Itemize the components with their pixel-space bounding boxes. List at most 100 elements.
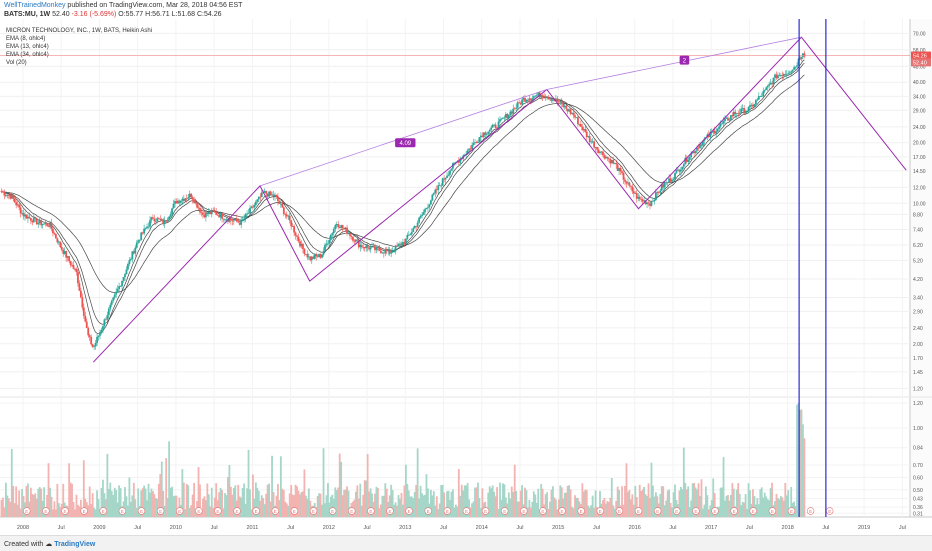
earnings-marker[interactable] [99, 507, 107, 515]
earnings-marker[interactable] [768, 507, 777, 515]
candle-body [306, 253, 309, 258]
price-tick-label: 5.20 [913, 258, 923, 264]
earnings-marker[interactable] [539, 507, 547, 515]
earnings-marker[interactable] [156, 507, 165, 515]
candle-body [546, 97, 548, 98]
earnings-marker[interactable] [462, 507, 471, 515]
price-badge [911, 58, 931, 67]
earnings-marker[interactable] [501, 507, 509, 515]
earnings-marker[interactable] [443, 507, 452, 515]
volume-bar [146, 500, 148, 517]
earnings-marker[interactable] [424, 507, 432, 515]
volume-bar [563, 492, 566, 517]
earnings-marker[interactable] [653, 507, 662, 515]
candle-body [174, 201, 176, 204]
candle-body [31, 220, 34, 223]
volume-bar [475, 487, 478, 517]
earnings-marker[interactable] [673, 507, 681, 515]
earnings-marker[interactable] [405, 507, 413, 515]
earnings-marker[interactable] [118, 507, 127, 515]
earnings-marker[interactable] [348, 507, 356, 515]
trend-line[interactable] [259, 89, 547, 187]
candle-body [494, 124, 497, 128]
earnings-marker-label: E [63, 509, 66, 514]
earnings-marker[interactable] [176, 507, 184, 515]
volume-bar [6, 495, 9, 517]
earnings-marker[interactable] [692, 507, 700, 515]
volume-bar [209, 506, 212, 517]
candle-body [510, 111, 513, 114]
legend-ema-8[interactable]: EMA (8, ohlc4) [6, 36, 46, 42]
candle-body [379, 250, 382, 254]
volume-bar [618, 489, 621, 517]
candle-body [259, 196, 262, 198]
ema-13-line[interactable] [1, 63, 805, 325]
earnings-marker[interactable] [711, 507, 719, 515]
earnings-marker[interactable] [290, 507, 299, 515]
volume-bar [515, 491, 518, 517]
price-tick-label: 2.00 [913, 342, 923, 348]
candle-body [332, 229, 335, 234]
candle-body [715, 131, 718, 134]
price-tick-label: 8.80 [913, 212, 923, 218]
earnings-marker[interactable] [481, 507, 490, 515]
author-link[interactable]: WellTrainedMonkey [4, 2, 66, 9]
earnings-marker[interactable] [137, 507, 146, 515]
earnings-marker[interactable] [596, 507, 604, 515]
earnings-marker[interactable] [386, 507, 394, 515]
earnings-marker-label: E [216, 509, 219, 514]
ratio-badge[interactable] [395, 138, 416, 148]
volume-bar [15, 486, 18, 517]
earnings-marker[interactable] [806, 507, 815, 515]
earnings-marker[interactable] [233, 507, 241, 515]
earnings-marker[interactable] [252, 507, 260, 515]
volume-bar [154, 498, 157, 517]
legend-ema-34[interactable]: EMA (34, ohlc4) [6, 52, 49, 58]
candle-body [327, 243, 329, 245]
legend-volume[interactable]: Vol (20) [6, 60, 27, 66]
tradingview-logo-icon[interactable]: ☁ [45, 541, 53, 548]
earnings-marker[interactable] [367, 507, 375, 515]
volume-bar [199, 484, 201, 517]
earnings-marker[interactable] [787, 507, 796, 515]
ratio-badge[interactable] [679, 55, 690, 65]
footer-bar: Created with ☁ TradingView [0, 535, 932, 551]
volume-bar [766, 499, 769, 517]
earnings-marker[interactable] [634, 507, 643, 515]
volume-bar [718, 506, 721, 517]
earnings-marker[interactable] [23, 507, 31, 515]
earnings-marker[interactable] [558, 507, 566, 515]
volume-bar [604, 503, 607, 517]
price-chart[interactable]: 70.00 58.00 48.00 40.00 34.00 29.00 24.00 20.00… [0, 19, 932, 535]
volume-bar [103, 493, 106, 517]
candle-body [779, 75, 782, 76]
earnings-marker[interactable] [577, 507, 585, 515]
earnings-marker[interactable] [80, 507, 88, 515]
tradingview-brand[interactable]: TradingView [54, 541, 96, 548]
candle-body [165, 220, 168, 222]
volume-bar [393, 504, 396, 517]
earnings-marker[interactable] [214, 507, 222, 515]
earnings-marker[interactable] [271, 507, 279, 515]
candle-body [554, 98, 557, 101]
earnings-marker[interactable] [615, 507, 624, 515]
earnings-marker[interactable] [749, 507, 757, 515]
earnings-marker[interactable] [42, 507, 50, 515]
candle-body [677, 169, 679, 171]
trend-line[interactable] [546, 36, 802, 90]
candle-body [782, 74, 785, 76]
volume-bar [803, 438, 806, 517]
earnings-marker[interactable] [328, 507, 337, 515]
volume-bar [782, 500, 785, 517]
earnings-marker[interactable] [730, 507, 738, 515]
candle-body [594, 147, 597, 148]
earnings-marker[interactable] [195, 507, 203, 515]
legend-ema-13[interactable]: EMA (13, ohlc4) [6, 44, 49, 50]
candle-body [316, 256, 319, 258]
earnings-marker[interactable] [61, 507, 69, 515]
candle-body [728, 119, 731, 121]
earnings-marker[interactable] [309, 507, 318, 515]
volume-bar [254, 482, 257, 517]
candle-body [600, 151, 603, 153]
earnings-marker[interactable] [520, 507, 528, 515]
